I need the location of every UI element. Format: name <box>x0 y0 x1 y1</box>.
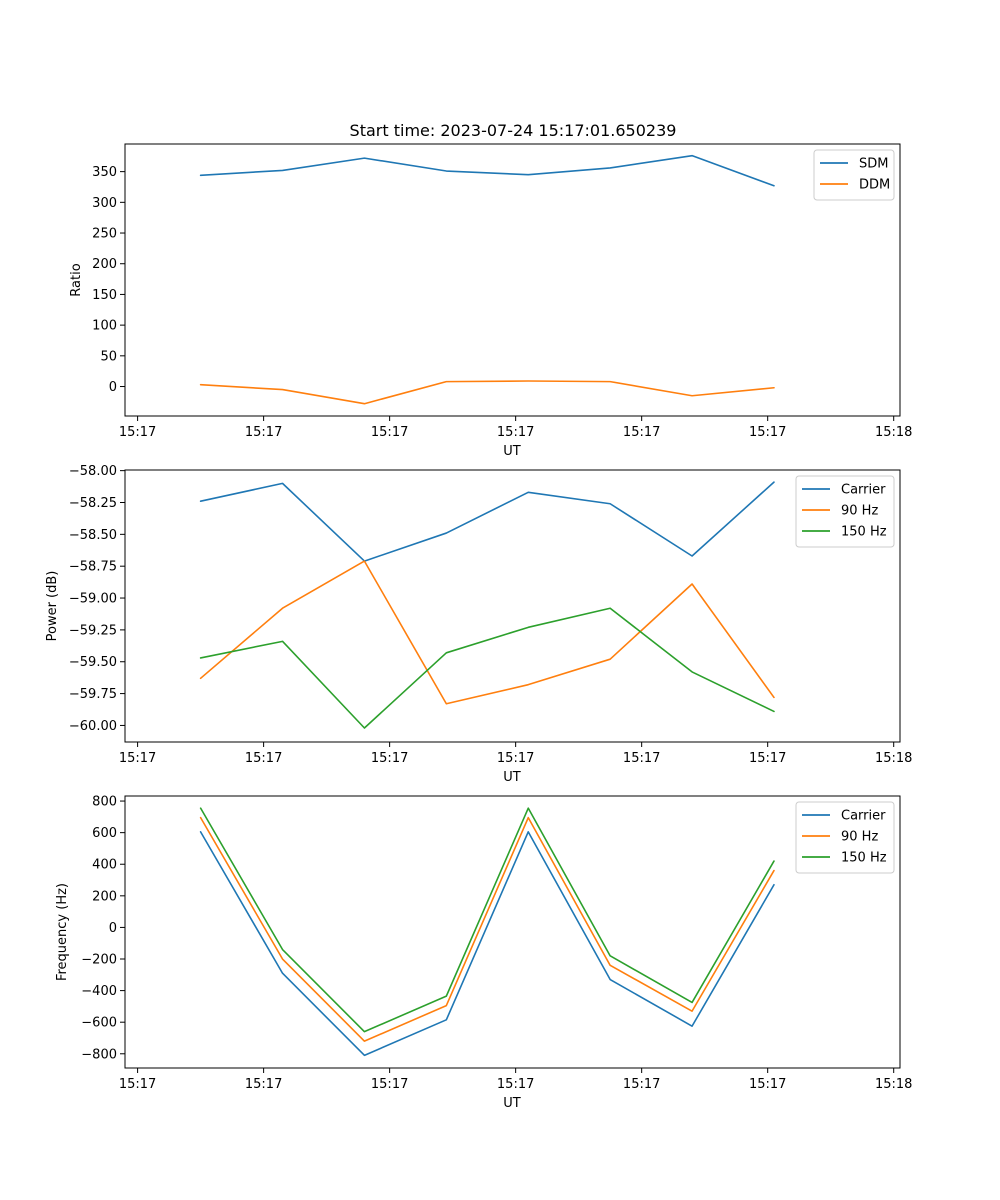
x-tick-label: 15:17 <box>623 751 660 766</box>
legend-entry: 90 Hz <box>841 504 878 519</box>
legend-entry: 90 Hz <box>841 830 878 845</box>
y-tick-label: −59.00 <box>69 592 117 607</box>
x-axis-label: UT <box>503 770 521 785</box>
y-tick-label: −59.75 <box>69 687 117 702</box>
legend-box <box>795 801 895 874</box>
legend-entry: 150 Hz <box>841 525 887 540</box>
y-axis-label: Ratio <box>69 263 84 296</box>
y-tick-label: 100 <box>92 319 117 334</box>
legend-box <box>795 475 895 548</box>
subplot-3: 15:17 15:17 15:17 15:17 15:17 15:17 15:18 −800 −… <box>55 795 912 1111</box>
x-tick-label: 15:18 <box>875 751 912 766</box>
x-tick-label: 15:17 <box>623 1077 660 1092</box>
series-line-ddm <box>199 380 775 405</box>
x-tick-label: 15:17 <box>497 425 534 440</box>
axes-frame <box>124 469 901 743</box>
y-tick-label: −58.00 <box>69 464 117 479</box>
y-axis-label: Frequency (Hz) <box>55 883 70 981</box>
series-line-150-hz <box>199 807 775 1033</box>
y-tick-label: 350 <box>92 165 117 180</box>
y-tick-label: 300 <box>92 196 117 211</box>
y-tick-label: 150 <box>92 288 117 303</box>
y-tick-label: 200 <box>92 889 117 904</box>
y-tick-label: 200 <box>92 257 117 272</box>
x-tick-label: 15:17 <box>119 751 156 766</box>
series-line-carrier <box>199 831 775 1057</box>
legend-entry: Carrier <box>841 809 886 824</box>
legend-entry: Carrier <box>841 483 886 498</box>
y-tick-label: 0 <box>109 380 117 395</box>
y-tick-label: −800 <box>81 1047 117 1062</box>
legend-entry: DDM <box>859 178 890 193</box>
y-tick-label: 600 <box>92 826 117 841</box>
series-line-carrier <box>199 481 775 562</box>
subplot-2: 15:17 15:17 15:17 15:17 15:17 15:17 15:18 −60.0… <box>45 464 912 785</box>
y-tick-label: −200 <box>81 953 117 968</box>
x-tick-label: 15:17 <box>119 1077 156 1092</box>
y-tick-label: 400 <box>92 858 117 873</box>
legend: Carrier 90 Hz 150 Hz <box>795 801 895 874</box>
x-tick-label: 15:18 <box>875 1077 912 1092</box>
x-tick-label: 15:17 <box>497 1077 534 1092</box>
figure-title: Start time: 2023-07-24 15:17:01.650239 <box>350 121 677 140</box>
y-tick-label: −600 <box>81 1016 117 1031</box>
x-tick-label: 15:17 <box>371 425 408 440</box>
x-tick-label: 15:17 <box>623 425 660 440</box>
x-tick-label: 15:17 <box>749 425 786 440</box>
series-line-150-hz <box>199 607 775 729</box>
x-tick-label: 15:17 <box>497 751 534 766</box>
x-tick-label: 15:17 <box>245 425 282 440</box>
legend-entry: SDM <box>859 157 888 172</box>
x-tick-label: 15:17 <box>749 1077 786 1092</box>
legend-entry: 150 Hz <box>841 851 887 866</box>
series-line-sdm <box>199 154 775 187</box>
y-axis-label: Power (dB) <box>45 571 60 642</box>
y-tick-label: −58.75 <box>69 560 117 575</box>
x-tick-label: 15:17 <box>245 751 282 766</box>
y-tick-label: −60.00 <box>69 719 117 734</box>
x-tick-label: 15:17 <box>749 751 786 766</box>
y-tick-label: 50 <box>100 349 117 364</box>
y-tick-label: −400 <box>81 984 117 999</box>
y-tick-label: 0 <box>109 921 117 936</box>
subplots-container: 15:17 15:17 15:17 15:17 15:17 15:17 15:18 0 50 10… <box>45 143 912 1111</box>
x-tick-label: 15:17 <box>371 1077 408 1092</box>
x-tick-label: 15:17 <box>245 1077 282 1092</box>
series-line-90-hz <box>199 560 775 705</box>
y-tick-label: −58.25 <box>69 496 117 511</box>
y-tick-label: 250 <box>92 227 117 242</box>
x-axis-label: UT <box>503 1096 521 1111</box>
x-axis-label: UT <box>503 444 521 459</box>
y-tick-label: −59.50 <box>69 655 117 670</box>
y-tick-label: −59.25 <box>69 623 117 638</box>
axes-frame <box>124 795 901 1069</box>
legend: Carrier 90 Hz 150 Hz <box>795 475 895 548</box>
series-line-90-hz <box>199 816 775 1042</box>
x-tick-label: 15:17 <box>119 425 156 440</box>
x-tick-label: 15:18 <box>875 425 912 440</box>
y-tick-label: 800 <box>92 795 117 810</box>
y-tick-label: −58.50 <box>69 528 117 543</box>
axes-frame <box>124 143 901 417</box>
x-tick-label: 15:17 <box>371 751 408 766</box>
legend: SDM DDM <box>813 149 895 201</box>
subplot-1: 15:17 15:17 15:17 15:17 15:17 15:17 15:18 0 50 10… <box>69 143 912 459</box>
